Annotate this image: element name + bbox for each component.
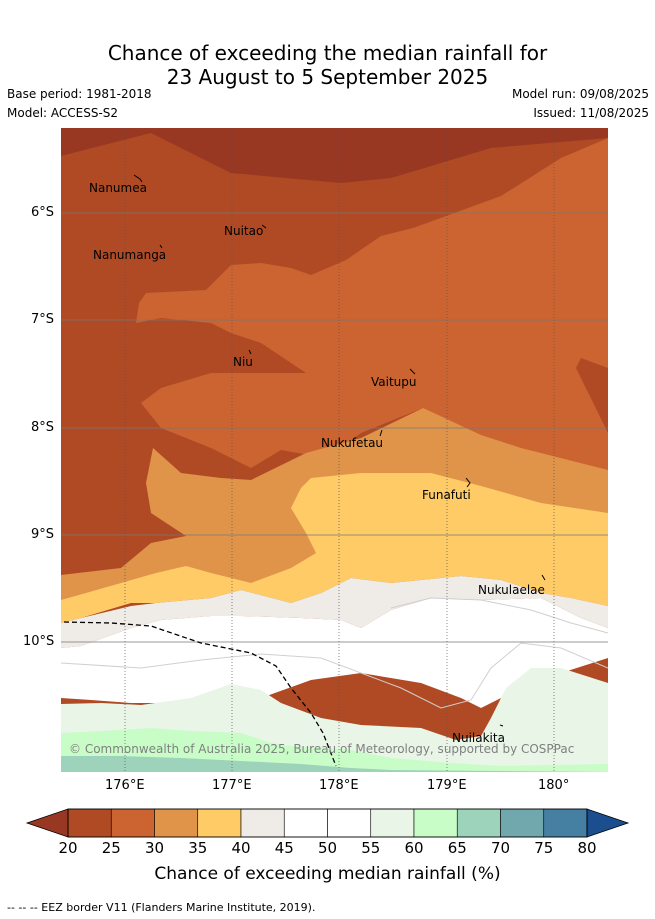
- band-40-45: [61, 473, 608, 623]
- colorbar-cell: [240, 808, 285, 838]
- band-45-50: [61, 576, 608, 648]
- colorbar-tick-label: 55: [361, 839, 381, 857]
- issued-text: Issued: 11/08/2025: [533, 106, 649, 120]
- colorbar-title: Chance of exceeding median rainfall (%): [154, 864, 501, 884]
- longitude-gridlines: [124, 128, 555, 772]
- island-label-nuitao: Nuitao: [224, 224, 264, 238]
- band-50-55: [61, 598, 608, 708]
- colorbar: [25, 808, 630, 838]
- copyright-text: © Commonwealth of Australia 2025, Bureau…: [69, 742, 575, 756]
- island-label-vaitupu: Vaitupu: [371, 375, 417, 389]
- chart-title-line2: 23 August to 5 September 2025: [166, 65, 489, 89]
- contour-line: [61, 642, 608, 709]
- colorbar-cell: [283, 808, 328, 838]
- colorbar-tick-label: 45: [274, 839, 294, 857]
- colorbar-cell: [370, 808, 415, 838]
- lat-label-6s: 6°S: [31, 205, 55, 220]
- model-run-text: Model run: 09/08/2025: [511, 87, 649, 101]
- lat-label-7s: 7°S: [31, 312, 55, 327]
- lon-label-177e: 177°E: [212, 778, 252, 793]
- island-label-nanumanga: Nanumanga: [93, 248, 167, 262]
- colorbar-over-arrow: [586, 808, 630, 838]
- colorbar-cell: [543, 808, 588, 838]
- colorbar-cell: [154, 808, 199, 838]
- colorbar-cell: [456, 808, 501, 838]
- colorbar-tick-label: 80: [577, 839, 597, 857]
- band-65-70: [61, 756, 608, 772]
- colorbar-tick-label: 30: [144, 839, 165, 857]
- rainfall-map: Nanumea Nuitao Nanumanga Niu Vaitupu Nuk…: [61, 128, 608, 772]
- colorbar-tick-label: 35: [188, 839, 208, 857]
- colorbar-cells: [67, 808, 588, 838]
- colorbar-tick-label: 60: [404, 839, 424, 857]
- island-markers: [133, 174, 546, 727]
- island-label-niu: Niu: [233, 355, 253, 369]
- colorbar-cell: [327, 808, 372, 838]
- colorbar-tick-label: 40: [231, 839, 251, 857]
- colorbar-cell: [197, 808, 242, 838]
- colorbar-cell: [413, 808, 458, 838]
- colorbar-frame: [67, 808, 588, 838]
- base-period-text: Base period: 1981-2018: [7, 87, 152, 101]
- band-20-25: [61, 128, 608, 183]
- colorbar-cell: [110, 808, 155, 838]
- colorbar-cell: [500, 808, 545, 838]
- eez-border: [63, 621, 337, 767]
- model-text: Model: ACCESS-S2: [7, 106, 119, 120]
- island-label-funafuti: Funafuti: [422, 488, 471, 502]
- lon-label-176e: 176°E: [105, 778, 145, 793]
- lon-label-180: 180°: [538, 778, 570, 793]
- contour-line: [390, 597, 608, 634]
- island-label-nanumea: Nanumea: [89, 181, 147, 195]
- rainfall-contour-svg: [61, 128, 608, 772]
- lon-label-179e: 179°E: [427, 778, 467, 793]
- chart-title-line1: Chance of exceeding the median rainfall …: [107, 41, 548, 65]
- island-label-nukulaelae: Nukulaelae: [478, 583, 545, 597]
- colorbar-tick-label: 65: [447, 839, 467, 857]
- colorbar-tick-label: 25: [101, 839, 121, 857]
- lon-label-178e: 178°E: [319, 778, 359, 793]
- colorbar-tick-label: 70: [490, 839, 511, 857]
- lat-label-10s: 10°S: [23, 634, 55, 649]
- band-30-35: [136, 138, 608, 470]
- colorbar-tick-label: 20: [58, 839, 78, 857]
- lat-label-8s: 8°S: [31, 420, 55, 435]
- latitude-gridlines: [61, 212, 608, 643]
- eez-legend-note: -- -- -- EEZ border V11 (Flanders Marine…: [7, 901, 316, 914]
- island-label-nuilakita: Nuilakita: [452, 731, 505, 745]
- island-label-nukufetau: Nukufetau: [321, 436, 384, 450]
- colorbar-tick-label: 75: [534, 839, 554, 857]
- lat-label-9s: 9°S: [31, 527, 55, 542]
- colorbar-tick-label: 50: [317, 839, 338, 857]
- colorbar-under-arrow: [25, 808, 69, 838]
- colorbar-cell: [67, 808, 112, 838]
